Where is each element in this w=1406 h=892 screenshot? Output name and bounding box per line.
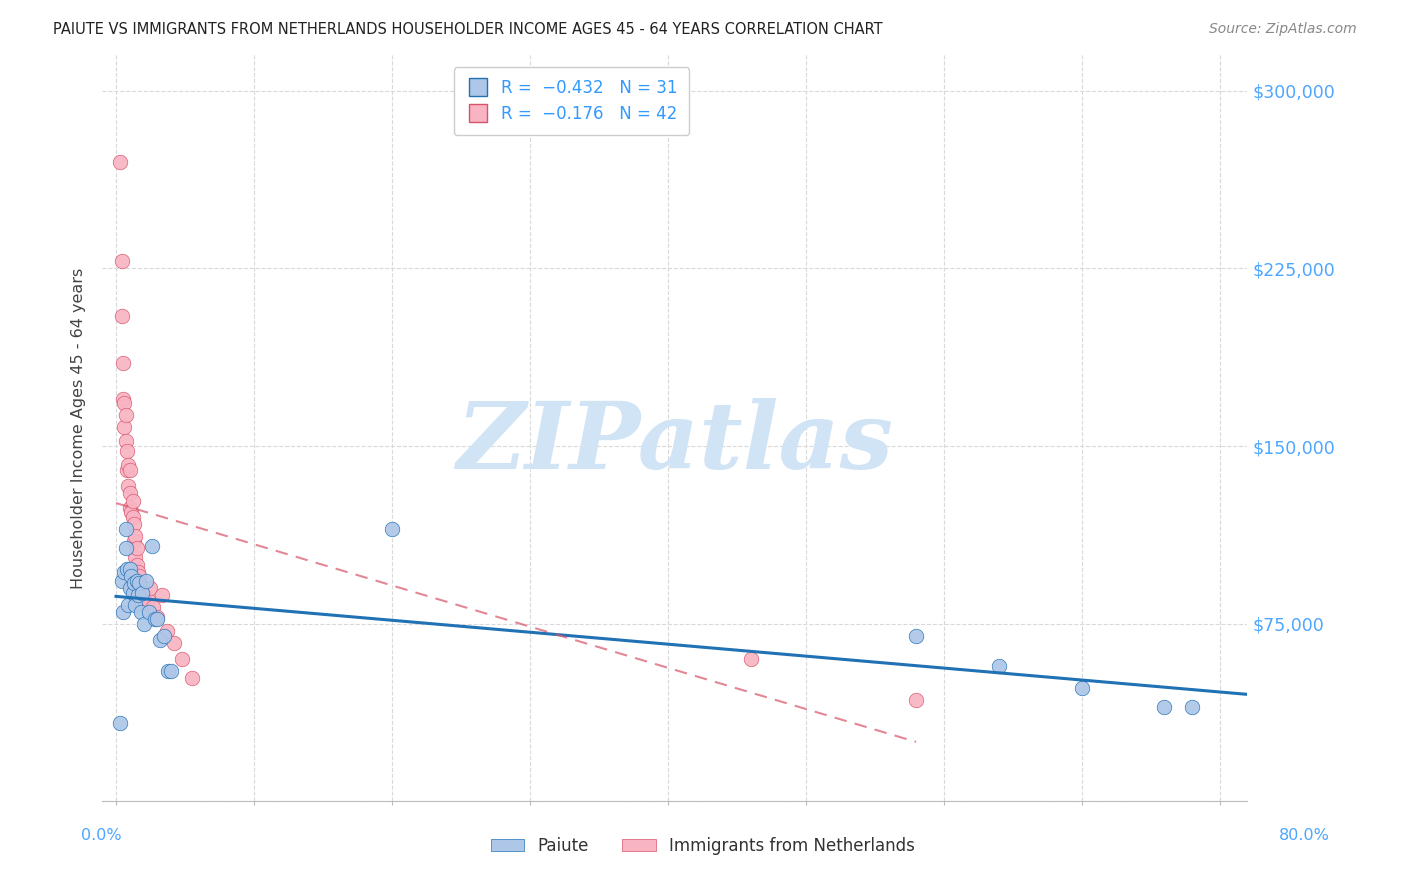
Point [114,522,136,536]
Point [987,659,1010,673]
Point [153,629,176,643]
Point [112,565,135,579]
Point [114,409,136,423]
Text: ZIPatlas: ZIPatlas [456,398,893,488]
Text: Source: ZipAtlas.com: Source: ZipAtlas.com [1209,22,1357,37]
Point [125,558,148,572]
Point [128,569,150,583]
Point [146,612,169,626]
Point [124,550,146,565]
Point [163,636,186,650]
Legend: Paiute, Immigrants from Netherlands: Paiute, Immigrants from Netherlands [485,830,921,862]
Point [156,624,179,638]
Point [115,562,138,576]
Point [122,576,145,591]
Point [115,463,138,477]
Point [122,517,145,532]
Point [112,396,135,410]
Point [127,576,149,591]
Point [125,541,148,555]
Point [112,420,135,434]
Point [111,392,134,406]
Point [111,605,134,619]
Point [905,629,928,643]
Point [118,500,141,515]
Text: PAIUTE VS IMMIGRANTS FROM NETHERLANDS HOUSEHOLDER INCOME AGES 45 - 64 YEARS CORR: PAIUTE VS IMMIGRANTS FROM NETHERLANDS HO… [53,22,883,37]
Point [108,154,131,169]
Point [121,510,143,524]
Point [118,562,141,576]
Point [143,612,166,626]
Point [1153,699,1175,714]
Point [121,493,143,508]
Point [160,664,183,678]
Point [127,588,149,602]
Point [136,593,159,607]
Point [118,463,141,477]
Point [108,716,131,731]
Point [146,609,169,624]
Point [132,616,155,631]
Point [740,652,762,666]
Point [111,356,134,370]
Point [132,588,155,602]
Point [110,574,132,588]
Point [172,652,194,666]
Point [124,598,146,612]
Point [128,576,150,591]
Point [120,569,142,583]
Text: 0.0%: 0.0% [82,829,121,843]
Text: 80.0%: 80.0% [1279,829,1330,843]
Point [129,581,152,595]
Point [114,541,136,555]
Point [142,600,165,615]
Point [127,565,149,579]
Point [1070,681,1092,695]
Point [110,309,132,323]
Point [117,479,139,493]
Point [110,254,132,268]
Point [121,586,143,600]
Point [117,458,139,472]
Point [138,605,160,619]
Point [135,574,157,588]
Point [118,486,141,500]
Point [381,522,404,536]
Point [122,533,145,548]
Point [149,633,172,648]
Point [125,574,148,588]
Point [131,586,153,600]
Point [134,595,156,609]
Point [120,505,142,519]
Point [905,692,928,706]
Point [118,581,141,595]
Point [114,434,136,449]
Point [139,581,162,595]
Point [115,443,138,458]
Point [150,588,173,602]
Point [180,671,202,685]
Legend: R =  −0.432   N = 31, R =  −0.176   N = 42: R = −0.432 N = 31, R = −0.176 N = 42 [454,67,689,135]
Point [157,664,180,678]
Point [1181,699,1204,714]
Point [141,539,163,553]
Point [129,605,152,619]
Point [117,598,139,612]
Y-axis label: Householder Income Ages 45 - 64 years: Householder Income Ages 45 - 64 years [72,268,86,589]
Point [124,529,146,543]
